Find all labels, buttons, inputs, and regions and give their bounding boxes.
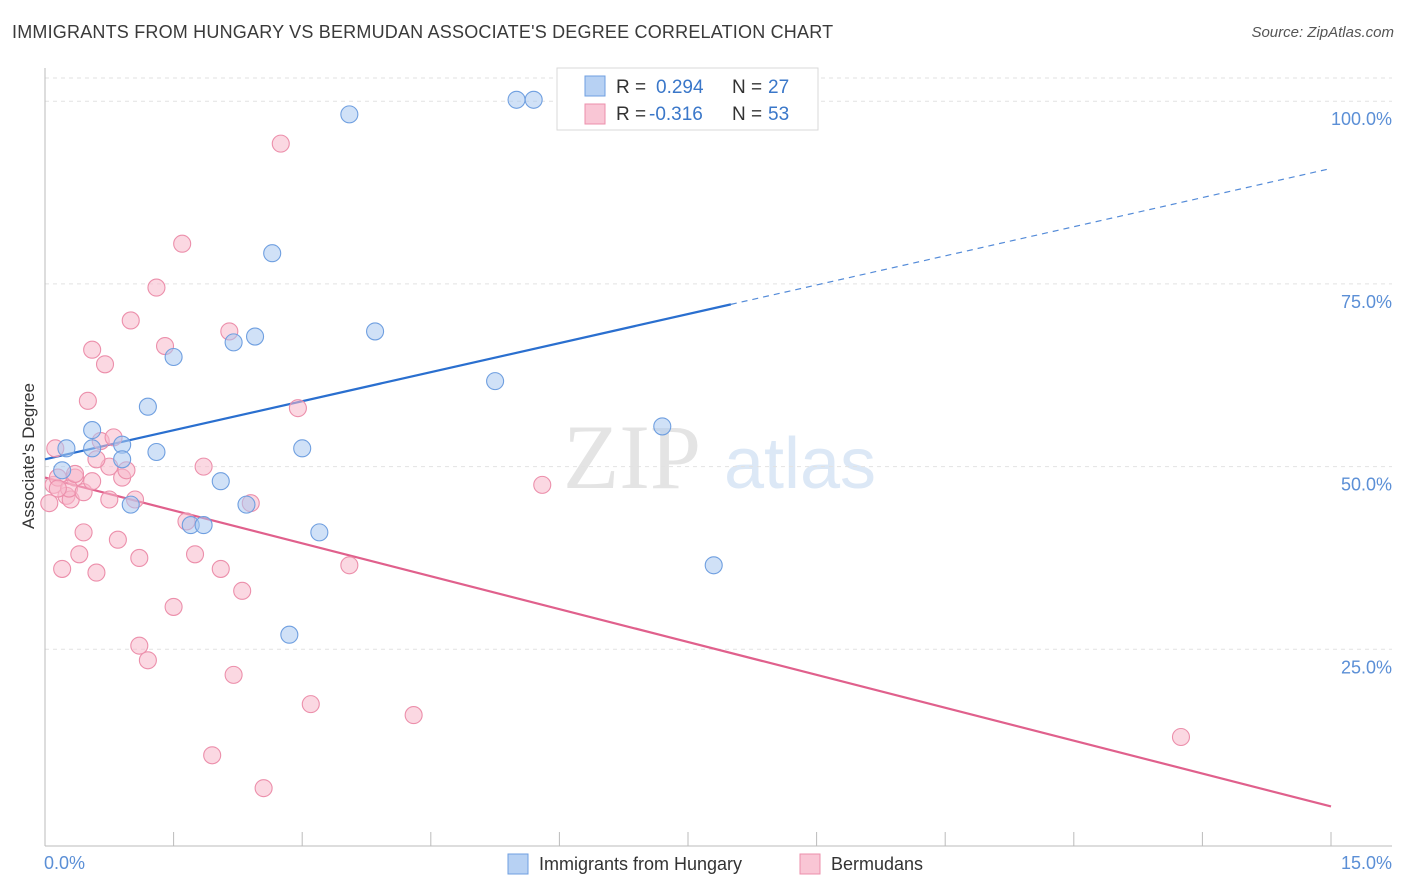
data-point-hungary (293, 439, 312, 458)
data-point-bermudans (130, 548, 149, 568)
trend-line-bermudans (44, 476, 1332, 808)
data-point-hungary (83, 439, 102, 458)
data-point-hungary (366, 322, 385, 341)
y-tick-label: 50.0% (1341, 475, 1392, 495)
data-point-bermudans (130, 636, 149, 655)
data-point-hungary (147, 442, 166, 462)
data-point-bermudans (70, 545, 89, 564)
watermark-atlas: atlas (724, 424, 876, 504)
series-legend: Immigrants from Hungary Bermudans (507, 853, 923, 875)
data-point-hungary (704, 556, 723, 575)
data-point-hungary (653, 417, 672, 436)
x-tick-label-max: 15.0% (1341, 853, 1392, 873)
data-point-hungary (237, 495, 256, 514)
y-axis-title: Associate's Degree (19, 383, 38, 529)
data-point-bermudans (254, 779, 273, 798)
legend-swatch-hungary (584, 75, 606, 97)
data-point-bermudans (211, 559, 230, 578)
stats-legend: R = 0.294 N = 27 R = -0.316 N = 53 (556, 67, 819, 131)
y-tick-label: 25.0% (1341, 657, 1392, 677)
data-point-bermudans (83, 472, 102, 491)
data-point-hungary (194, 516, 213, 535)
data-point-hungary (138, 397, 157, 416)
bottom-legend-swatch-hungary (507, 853, 529, 875)
data-point-bermudans (301, 695, 320, 714)
data-point-hungary (224, 333, 243, 352)
data-point-bermudans (53, 559, 72, 578)
data-point-bermudans (74, 523, 93, 542)
data-point-hungary (164, 347, 183, 367)
data-point-bermudans (138, 651, 157, 670)
bottom-legend-label-bermudans: Bermudans (831, 854, 923, 874)
data-point-bermudans (95, 355, 115, 374)
data-point-hungary (245, 327, 265, 346)
data-point-bermudans (533, 475, 552, 494)
chart-source: Source: ZipAtlas.com (1251, 24, 1394, 41)
data-point-bermudans (1171, 727, 1191, 747)
legend-n-value-1: 27 (768, 77, 789, 98)
y-tick-labels: 25.0% 50.0% 75.0% 100.0% (1331, 109, 1392, 677)
data-point-bermudans (233, 581, 252, 600)
data-point-bermudans (164, 597, 183, 616)
data-point-hungary (310, 523, 329, 542)
data-point-hungary (83, 421, 102, 440)
axes (44, 68, 1392, 847)
data-point-bermudans (288, 399, 307, 418)
data-point-bermudans (173, 234, 192, 253)
data-point-hungary (507, 90, 526, 109)
data-point-bermudans (83, 340, 102, 359)
data-point-bermudans (121, 311, 140, 330)
legend-swatch-bermudans (584, 103, 606, 125)
data-point-hungary (524, 90, 543, 109)
y-tick-label: 75.0% (1341, 292, 1392, 312)
bottom-legend-swatch-bermudans (799, 853, 821, 875)
trend-line-hungary (44, 303, 732, 461)
data-point-hungary (340, 105, 359, 124)
data-point-bermudans (100, 490, 119, 509)
data-point-bermudans (194, 457, 213, 476)
x-tick-label-min: 0.0% (44, 853, 85, 873)
data-point-hungary (486, 372, 505, 391)
data-point-hungary (57, 439, 76, 458)
trend-line-extension-hungary (730, 167, 1332, 305)
data-point-bermudans (48, 479, 67, 498)
data-point-hungary (113, 450, 132, 469)
legend-r-value-1: 0.294 (656, 77, 704, 98)
legend-n-label-2: N = (732, 104, 762, 125)
data-point-bermudans (40, 494, 59, 513)
data-point-bermudans (340, 556, 359, 575)
data-point-hungary (211, 472, 230, 491)
y-tick-label: 100.0% (1331, 109, 1392, 129)
bottom-legend-label-hungary: Immigrants from Hungary (539, 854, 742, 874)
data-point-bermudans (224, 665, 243, 684)
data-point-bermudans (271, 134, 290, 153)
data-point-bermudans (203, 746, 222, 765)
legend-r-label-1: R = (616, 77, 646, 98)
data-point-bermudans (147, 278, 166, 297)
data-point-hungary (121, 495, 140, 514)
watermark-zip: ZIP (563, 406, 701, 508)
trend-lines (44, 167, 1332, 808)
chart-title: IMMIGRANTS FROM HUNGARY VS BERMUDAN ASSO… (12, 22, 834, 42)
legend-n-value-2: 53 (768, 104, 789, 125)
legend-r-value-2: -0.316 (649, 104, 703, 125)
data-point-bermudans (87, 563, 106, 582)
data-point-hungary (263, 244, 282, 263)
data-point-bermudans (108, 530, 127, 549)
data-point-bermudans (404, 706, 423, 725)
data-point-bermudans (185, 545, 205, 564)
legend-n-label-1: N = (732, 77, 762, 98)
data-point-hungary (280, 625, 299, 644)
data-points (40, 90, 1191, 798)
legend-r-label-2: R = (616, 104, 646, 125)
data-point-bermudans (78, 391, 97, 410)
data-point-hungary (53, 461, 72, 480)
